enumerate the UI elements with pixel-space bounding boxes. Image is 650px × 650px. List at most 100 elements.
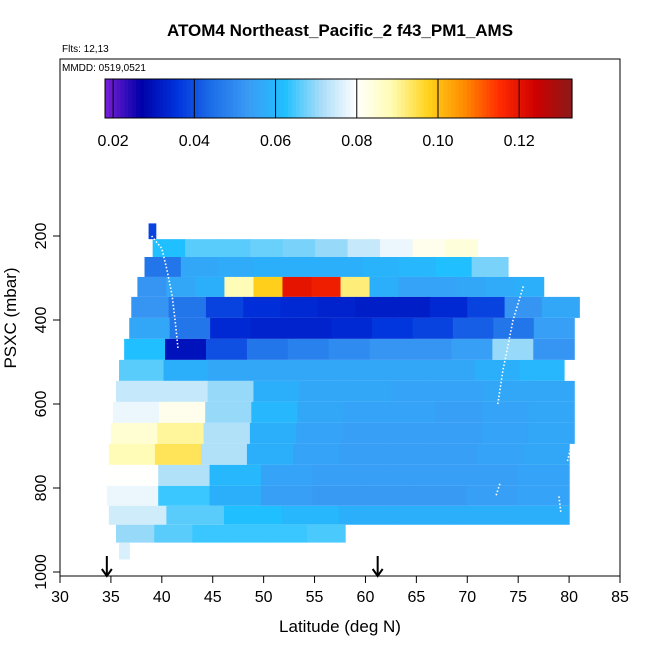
heatmap-cell (116, 380, 163, 402)
heatmap-cell (205, 296, 244, 318)
heatmap-cell (251, 401, 299, 423)
heatmap-cell (392, 296, 431, 318)
y-axis-label: PSXC (mbar) (1, 267, 20, 368)
heatmap-cell (180, 257, 218, 277)
colorbar-segment (143, 79, 149, 118)
heatmap-cell (338, 505, 398, 525)
colorbar-segment (140, 79, 145, 118)
colorbar-segment (416, 79, 421, 118)
heatmap-cell (385, 443, 432, 465)
heatmap-cell (217, 239, 251, 257)
colorbar-segment (186, 79, 192, 118)
heatmap-cell (398, 257, 436, 277)
heatmap-cell (106, 464, 159, 486)
heatmap-cell (230, 524, 270, 543)
heatmap-cell (527, 422, 575, 444)
heatmap-cell (192, 524, 232, 543)
colorbar-segment (381, 79, 386, 118)
heatmap-cell (429, 296, 468, 318)
heatmap-cell (243, 296, 282, 318)
heatmap-cell (435, 422, 483, 444)
colorbar-segment (132, 79, 137, 118)
colorbar-segment (564, 79, 569, 118)
colorbar-segment (486, 79, 491, 118)
colorbar-segment (108, 79, 114, 118)
heatmap-cell (158, 464, 211, 486)
colorbar-segment (420, 79, 425, 118)
colorbar-segment (533, 79, 538, 118)
colorbar-segment (233, 79, 238, 118)
heatmap-cell (185, 239, 219, 257)
heatmap-cell (380, 239, 414, 257)
colorbar-segment (151, 79, 157, 118)
heatmap-cell (246, 338, 289, 360)
heatmap-cell (493, 317, 535, 339)
heatmap-cell (481, 422, 529, 444)
heatmap-cell (209, 485, 262, 506)
colorbar-segment (540, 79, 546, 118)
heatmap-cell (119, 359, 165, 381)
colorbar-segment (147, 79, 153, 118)
colorbar-segment (373, 79, 379, 118)
heatmap-cell (504, 296, 543, 318)
heatmap-cell (292, 443, 340, 465)
heatmap-cell (158, 485, 211, 506)
colorbar-segment (175, 79, 180, 118)
colorbar-tick-label: 0.12 (504, 133, 535, 150)
colorbar-segment (552, 79, 558, 118)
colorbar-segment (213, 79, 219, 118)
heatmap-cell (347, 239, 381, 257)
heatmap-cell (108, 443, 156, 465)
colorbar-segment (361, 79, 367, 118)
heatmap-cell (410, 338, 453, 360)
x-tick-label: 75 (509, 589, 527, 606)
latitude-arrow (371, 556, 384, 578)
flights-note: Flts: 12,13 (62, 44, 109, 55)
heatmap-cell (223, 505, 283, 525)
colorbar-segment (284, 79, 289, 118)
heatmap-cell (129, 317, 171, 339)
x-axis: 30 35 40 45 50 55 60 65 70 75 80 85 (51, 575, 629, 606)
heatmap-cell (154, 524, 193, 543)
heatmap-cell (168, 296, 207, 318)
colorbar-segment (447, 79, 452, 118)
heatmap-cell (224, 276, 255, 297)
colorbar-segment (252, 79, 258, 118)
colorbar-segment (505, 79, 511, 118)
heatmap-cell (396, 505, 455, 525)
x-axis-label: Latitude (deg N) (279, 617, 401, 636)
date-note: MMDD: 0519,0521 (62, 63, 146, 74)
heatmap-cell (523, 443, 570, 465)
colorbar-segment (412, 79, 417, 118)
flight-track (495, 483, 501, 497)
colorbar-segment (155, 79, 161, 118)
colorbar-segment (560, 79, 565, 118)
colorbar-segment (548, 79, 554, 118)
heatmap-cell (467, 296, 506, 318)
colorbar-tick-label: 0.02 (98, 133, 129, 150)
colorbar-segment (568, 79, 573, 118)
flight-track (558, 496, 562, 514)
heatmap-cell (477, 443, 524, 465)
heatmap-cell (280, 296, 319, 318)
heatmap-cells (106, 223, 580, 560)
heatmap-cell (492, 338, 534, 360)
colorbar-segment (365, 79, 371, 118)
colorbar-segment (210, 79, 215, 118)
heatmap-cell (296, 422, 344, 444)
y-tick-label: 200 (33, 223, 50, 250)
heatmap-cell (528, 401, 575, 423)
colorbar-segment (182, 79, 188, 118)
colorbar-segment (490, 79, 495, 118)
heatmap-cell (217, 257, 255, 277)
heatmap-cell (253, 380, 300, 402)
heatmap-cell (124, 338, 166, 360)
colorbar-segment (116, 79, 122, 118)
colorbar-segment (525, 79, 530, 118)
colorbar-segment (202, 79, 207, 118)
x-tick-label: 70 (458, 589, 476, 606)
heatmap-cell (246, 443, 294, 465)
heatmap-cell (533, 317, 575, 339)
heatmap-cell (369, 276, 400, 297)
heatmap-cell (517, 485, 570, 506)
